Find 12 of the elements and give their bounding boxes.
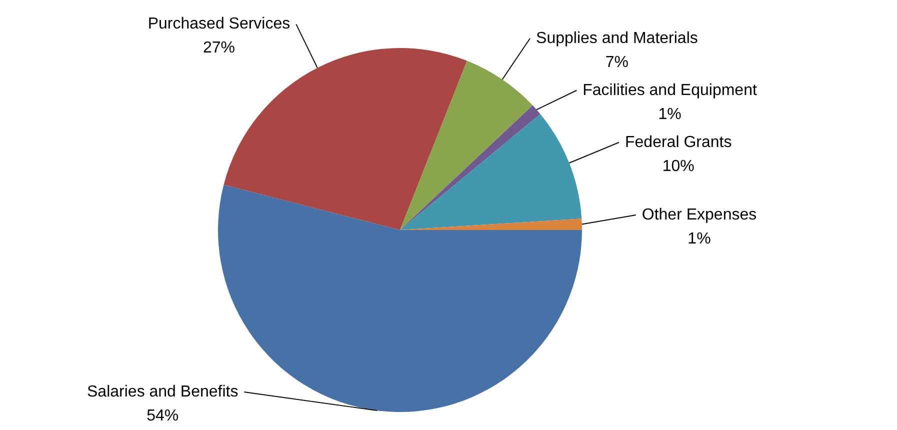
slice-label: Federal Grants — [625, 134, 732, 151]
data-label: 1% — [658, 106, 682, 123]
slice-label: Facilities and Equipment — [582, 82, 758, 99]
slice-label: Purchased Services — [148, 16, 290, 33]
data-label: 54% — [146, 407, 179, 424]
slice-label: Supplies and Materials — [536, 30, 698, 47]
data-label: 27% — [202, 40, 236, 57]
data-label: 1% — [688, 230, 711, 248]
data-label: 10% — [662, 158, 694, 175]
slice-label: Other Expenses — [642, 206, 757, 224]
data-label: 7% — [605, 54, 629, 71]
slice-label: Salaries and Benefits — [87, 383, 238, 400]
